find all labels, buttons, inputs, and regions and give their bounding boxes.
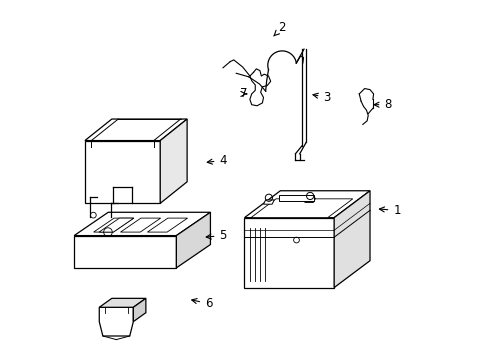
Text: 8: 8 [373, 98, 391, 111]
Polygon shape [244, 191, 369, 218]
Polygon shape [244, 218, 333, 288]
Polygon shape [99, 307, 133, 336]
Polygon shape [160, 119, 187, 203]
Text: 1: 1 [379, 204, 400, 217]
Polygon shape [74, 212, 210, 235]
Text: 3: 3 [312, 91, 330, 104]
Polygon shape [74, 235, 176, 268]
Polygon shape [85, 119, 187, 140]
Polygon shape [133, 298, 145, 321]
Polygon shape [99, 298, 145, 307]
Polygon shape [147, 218, 187, 232]
Polygon shape [99, 218, 134, 232]
Polygon shape [176, 212, 210, 268]
Polygon shape [250, 199, 352, 218]
Polygon shape [304, 198, 315, 202]
Polygon shape [85, 140, 160, 203]
Polygon shape [120, 218, 161, 232]
Polygon shape [263, 200, 274, 204]
Polygon shape [278, 195, 314, 201]
Text: 7: 7 [240, 87, 247, 100]
Text: 2: 2 [273, 21, 285, 36]
Text: 5: 5 [206, 229, 226, 242]
Polygon shape [333, 191, 369, 288]
Polygon shape [93, 218, 134, 232]
Text: 4: 4 [207, 154, 226, 167]
Text: 6: 6 [191, 297, 212, 310]
